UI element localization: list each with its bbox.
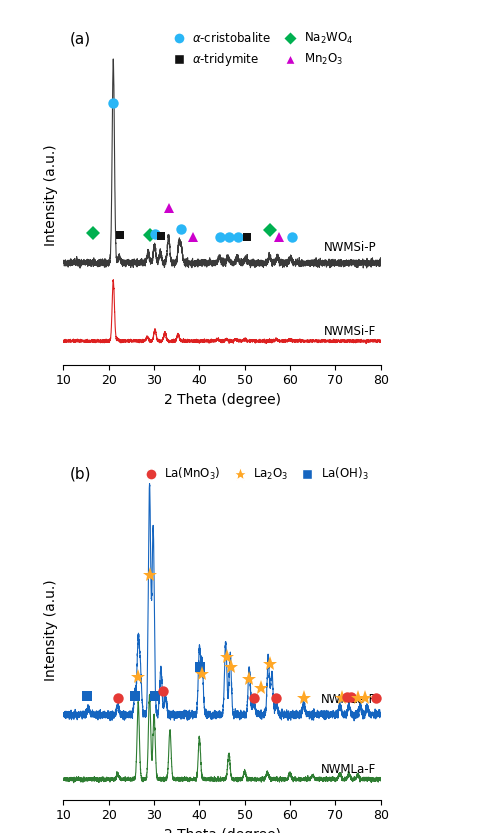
Text: NWMLa-F: NWMLa-F [321,763,376,776]
Text: (b): (b) [70,466,91,481]
X-axis label: 2 Theta (degree): 2 Theta (degree) [163,393,281,407]
Text: NWMSi-P: NWMSi-P [324,242,376,254]
Legend: La(MnO$_3$), La$_2$O$_3$, La(OH)$_3$: La(MnO$_3$), La$_2$O$_3$, La(OH)$_3$ [139,466,368,482]
Text: (a): (a) [70,32,91,47]
Text: NWMLa-P: NWMLa-P [321,693,376,706]
Y-axis label: Intensity (a.u.): Intensity (a.u.) [44,144,58,246]
X-axis label: 2 Theta (degree): 2 Theta (degree) [163,828,281,833]
Legend: $\alpha$-cristobalite, $\alpha$-tridymite, Na$_2$WO$_4$, Mn$_2$O$_3$: $\alpha$-cristobalite, $\alpha$-tridymit… [167,31,353,67]
Text: NWMSi-F: NWMSi-F [324,325,376,337]
Y-axis label: Intensity (a.u.): Intensity (a.u.) [44,579,58,681]
